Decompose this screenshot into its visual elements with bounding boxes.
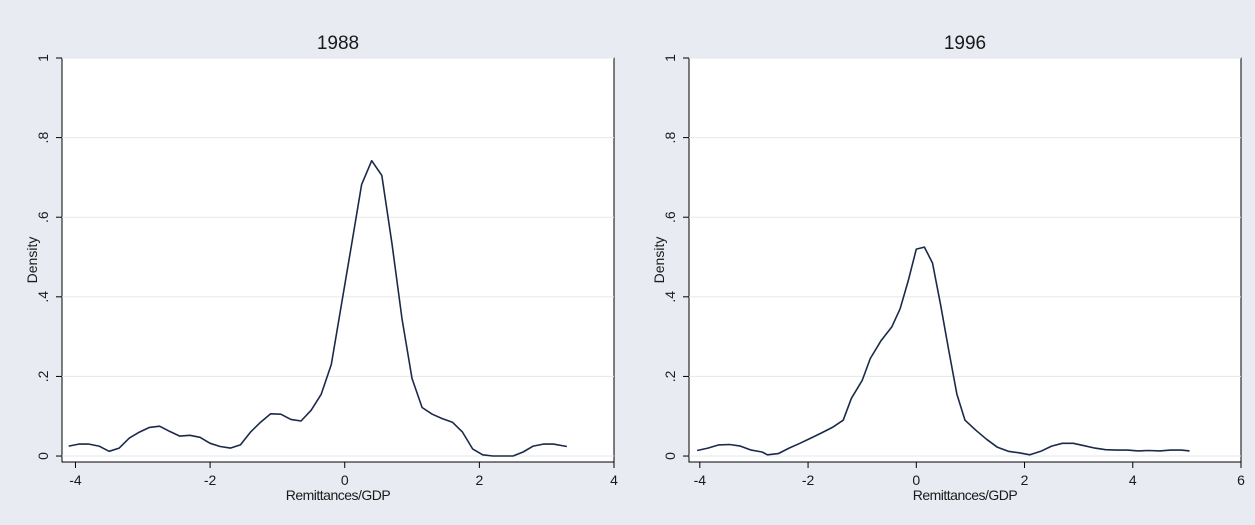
x-tick-label: -4 <box>69 472 82 488</box>
y-tick-label: .2 <box>662 370 678 382</box>
x-tick-label: 4 <box>610 472 618 488</box>
x-tick-label: 2 <box>475 472 483 488</box>
x-tick-label: 4 <box>1129 472 1137 488</box>
x-tick-label: 6 <box>1237 472 1245 488</box>
y-tick-label: 0 <box>662 452 678 460</box>
y-tick-label: .6 <box>662 211 678 223</box>
x-tick-label: 0 <box>912 472 920 488</box>
panel-1988: 1988 0 .2 .4 .6 .8 1 -4 -2 0 2 4 Remittances/GDP Dens… <box>0 0 627 525</box>
x-tick-label: -2 <box>802 472 815 488</box>
chart-svg: 1988 0 .2 .4 .6 .8 1 -4 -2 0 2 4 Remittances/GDP Dens… <box>24 33 618 503</box>
x-tick-label: 2 <box>1021 472 1029 488</box>
y-tick-label: .8 <box>662 132 678 144</box>
plot-area <box>61 57 615 463</box>
chart-title: 1988 <box>317 33 359 54</box>
panel-1996: 1996 0 .2 .4 .6 .8 1 -4 -2 0 2 4 6 Remittances/GDP Den… <box>627 0 1254 525</box>
y-tick-label: .4 <box>662 291 678 303</box>
y-tick-label: .4 <box>35 291 51 303</box>
plot-area <box>688 57 1242 463</box>
y-tick-label: .8 <box>35 132 51 144</box>
chart-svg: 1996 0 .2 .4 .6 .8 1 -4 -2 0 2 4 6 Remittances/GDP Den… <box>651 33 1245 503</box>
y-tick-label: 0 <box>35 452 51 460</box>
y-axis-label: Density <box>24 237 40 284</box>
x-axis-label: Remittances/GDP <box>286 487 391 503</box>
x-tick-label: -2 <box>204 472 217 488</box>
x-tick-label: 0 <box>341 472 349 488</box>
x-axis-label: Remittances/GDP <box>913 487 1018 503</box>
y-tick-label: .6 <box>35 211 51 223</box>
y-tick-label: 1 <box>662 54 678 62</box>
y-tick-label: .2 <box>35 370 51 382</box>
y-tick-label: 1 <box>35 54 51 62</box>
y-axis-label: Density <box>651 237 667 284</box>
density-line <box>68 159 568 457</box>
density-line <box>696 246 1190 456</box>
chart-title: 1996 <box>944 33 986 54</box>
x-tick-label: -4 <box>694 472 707 488</box>
